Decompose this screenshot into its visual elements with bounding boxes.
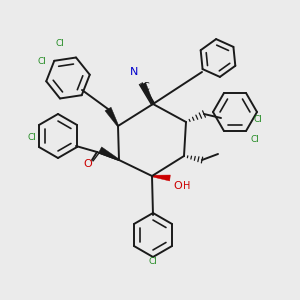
Text: H: H [183,181,191,191]
Polygon shape [152,175,170,181]
Text: O: O [174,181,182,191]
Polygon shape [140,83,154,104]
Text: Cl: Cl [148,257,158,266]
Text: Cl: Cl [56,38,64,47]
Text: Cl: Cl [254,116,262,124]
Text: Cl: Cl [250,136,260,145]
Polygon shape [105,107,119,126]
Text: Cl: Cl [38,58,46,67]
Polygon shape [98,147,119,161]
Text: O: O [84,159,92,169]
Text: C: C [142,82,149,92]
Text: N: N [130,67,138,77]
Text: Cl: Cl [28,133,36,142]
